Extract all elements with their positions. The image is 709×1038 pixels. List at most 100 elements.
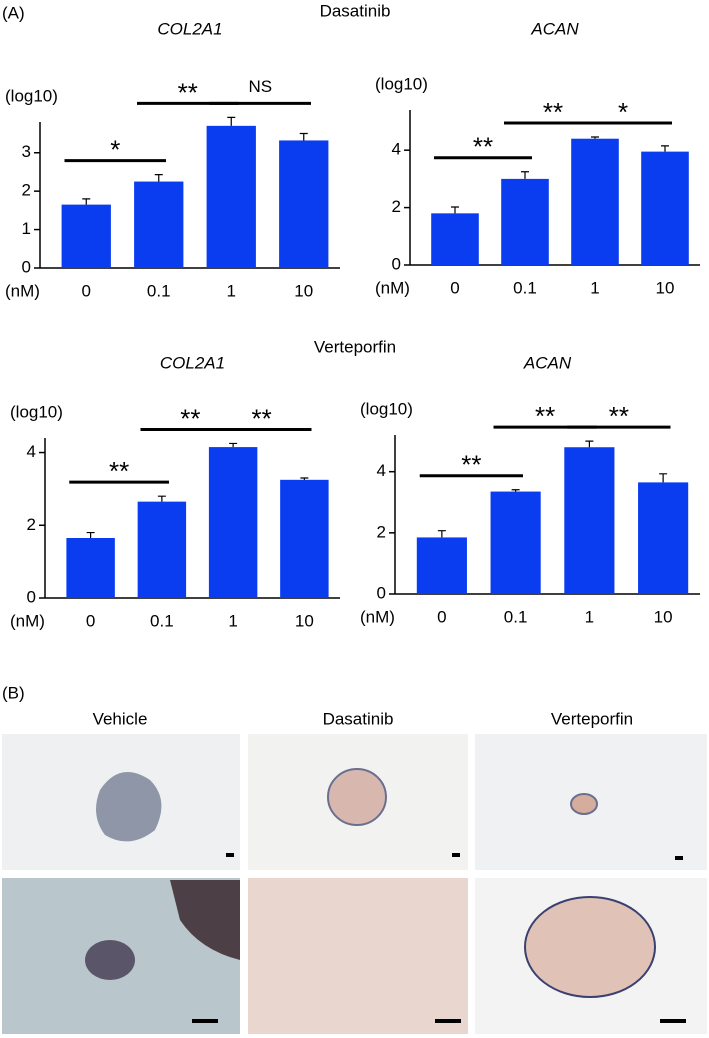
scale-bar (452, 853, 460, 857)
bar (61, 204, 111, 268)
x-tick-label: 10 (654, 607, 673, 626)
chart-title: COL2A1 (160, 353, 225, 372)
x-tick-label: 0 (437, 607, 446, 626)
tissue (170, 880, 240, 960)
scale-bar (660, 1019, 686, 1023)
bar (279, 140, 329, 268)
bar (571, 138, 619, 265)
tissue (85, 940, 135, 980)
bar (501, 178, 549, 265)
bar (280, 479, 329, 598)
significance-label: * (110, 135, 120, 165)
tissue (570, 793, 598, 815)
error-bar (82, 198, 91, 205)
x-axis-label: (nM) (375, 278, 410, 297)
significance-label: NS (248, 77, 272, 96)
y-tick-label: 2 (22, 181, 31, 200)
bar (490, 491, 541, 594)
y-axis-label: (log10) (375, 74, 428, 93)
scale-bar (192, 1019, 218, 1023)
micrograph (248, 878, 468, 1034)
x-tick-label: 10 (294, 281, 313, 300)
y-tick-label: 2 (392, 197, 401, 216)
y-tick-label: 4 (392, 140, 401, 159)
x-tick-label: 0 (86, 611, 95, 630)
y-axis-label: (log10) (10, 402, 63, 421)
bar (137, 501, 187, 598)
error-bar (451, 206, 459, 214)
x-tick-label: 1 (227, 281, 236, 300)
chart-title: COL2A1 (157, 19, 222, 38)
error-bar (585, 440, 594, 448)
bar (564, 447, 615, 594)
image-label: Verteporfin (551, 709, 633, 728)
scale-bar (435, 1019, 461, 1023)
significance-label: ** (461, 450, 481, 480)
bar (416, 537, 467, 594)
error-bar (299, 132, 308, 141)
x-tick-label: 1 (590, 278, 599, 297)
significance-label: ** (609, 401, 629, 431)
y-tick-label: 0 (22, 257, 31, 276)
chart-title: ACAN (523, 353, 572, 372)
tissue (327, 768, 387, 826)
scale-bar (226, 853, 234, 857)
y-tick-label: 3 (22, 142, 31, 161)
x-tick-label: 0.1 (147, 281, 171, 300)
error-bar (157, 495, 166, 502)
significance-label: ** (535, 401, 555, 431)
x-tick-label: 0.1 (513, 278, 537, 297)
y-tick-label: 4 (377, 461, 386, 480)
y-tick-label: 0 (27, 587, 36, 606)
significance-label: ** (109, 456, 129, 486)
y-tick-label: 0 (392, 254, 401, 273)
significance-label: * (618, 97, 628, 127)
bar (66, 538, 115, 598)
error-bar (511, 489, 520, 492)
panel-label: (A) (2, 3, 25, 22)
x-axis-label: (nM) (5, 281, 40, 300)
y-tick-label: 2 (27, 515, 36, 534)
y-axis-label: (log10) (360, 399, 413, 418)
bar (431, 213, 479, 265)
error-bar (661, 145, 669, 152)
bar (208, 447, 258, 598)
error-bar (154, 174, 163, 182)
tissue (524, 896, 656, 998)
image-label: Dasatinib (323, 709, 394, 728)
error-bar (591, 136, 599, 139)
bar (638, 482, 689, 594)
panel-label: (B) (2, 683, 25, 702)
x-tick-label: 0 (450, 278, 459, 297)
x-tick-label: 1 (585, 607, 594, 626)
x-tick-label: 0.1 (504, 607, 528, 626)
micrographs (2, 734, 707, 1034)
y-tick-label: 0 (377, 583, 386, 602)
group-title: Verteporfin (314, 337, 396, 356)
error-bar (300, 477, 309, 480)
y-axis-label: (log10) (5, 86, 58, 105)
image-label: Vehicle (93, 709, 148, 728)
bar (134, 181, 184, 268)
error-bar (437, 530, 446, 538)
error-bar (86, 531, 95, 538)
significance-label: ** (180, 403, 200, 433)
x-tick-label: 10 (295, 611, 314, 630)
scale-bar (675, 856, 683, 860)
significance-label: ** (178, 77, 198, 107)
bar (206, 125, 256, 268)
y-tick-label: 2 (377, 522, 386, 541)
error-bar (229, 442, 238, 448)
error-bar (659, 473, 668, 483)
chart-title: ACAN (530, 19, 579, 38)
error-bar (227, 116, 236, 126)
x-tick-label: 0.1 (150, 611, 174, 630)
x-tick-label: 10 (656, 278, 675, 297)
bar (641, 151, 689, 265)
x-tick-label: 1 (228, 611, 237, 630)
significance-label: ** (473, 132, 493, 162)
significance-label: ** (543, 97, 563, 127)
y-tick-label: 1 (22, 219, 31, 238)
significance-label: ** (252, 403, 272, 433)
